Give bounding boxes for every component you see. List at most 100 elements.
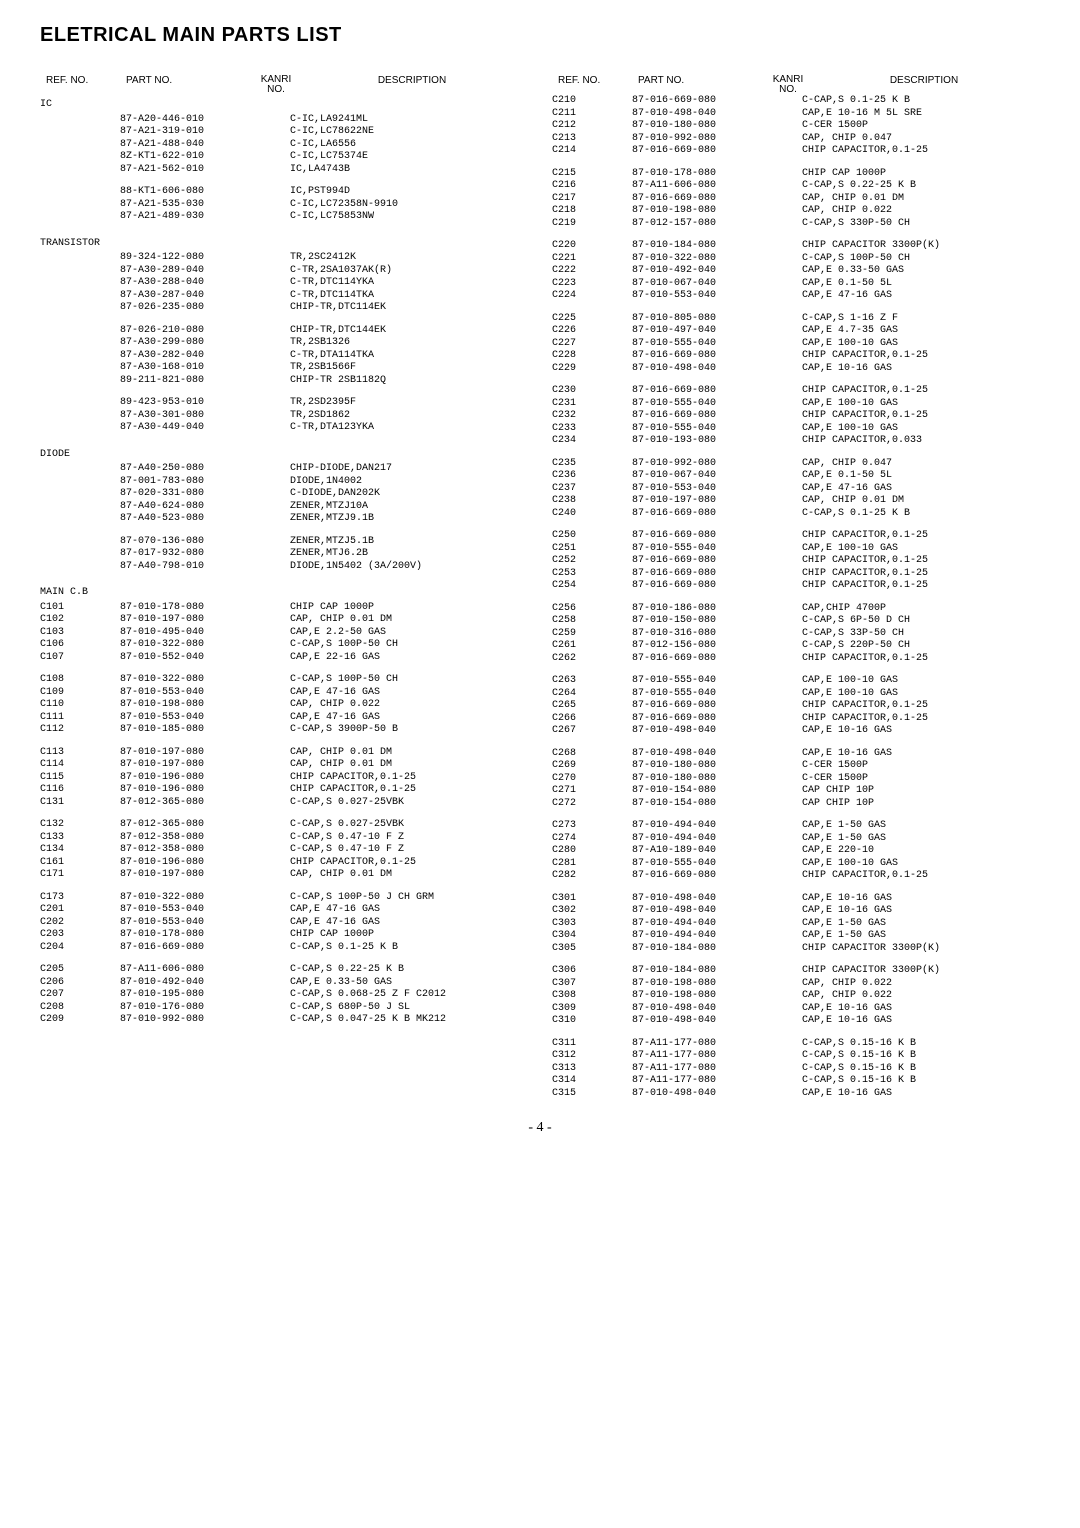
cell-kanri: [762, 773, 802, 786]
table-row: C10887-010-322-080C-CAP,S 100P-50 CH: [40, 674, 528, 687]
hdr-kanri: KANRINO.: [768, 75, 808, 95]
table-row: C13287-012-365-080C-CAP,S 0.027-25VBK: [40, 819, 528, 832]
cell-kanri: [762, 905, 802, 918]
cell-desc: CAP,E 100-10 GAS: [802, 543, 1040, 556]
cell-ref: C233: [552, 423, 632, 436]
cell-kanri: [250, 602, 290, 615]
cell-ref: [40, 151, 120, 164]
table-row: C28287-016-669-080CHIP CAPACITOR,0.1-25: [552, 870, 1040, 883]
cell-desc: C-CAP,S 3900P-50 B: [290, 724, 528, 737]
cell-part: 87-010-197-080: [120, 869, 250, 882]
cell-kanri: [250, 784, 290, 797]
cell-ref: C205: [40, 964, 120, 977]
cell-ref: C253: [552, 568, 632, 581]
cell-kanri: [250, 302, 290, 315]
cell-part: 87-016-669-080: [632, 568, 762, 581]
cell-part: 87-010-555-040: [632, 423, 762, 436]
cell-kanri: [250, 1002, 290, 1015]
cell-kanri: [762, 555, 802, 568]
table-row: C24087-016-669-080C-CAP,S 0.1-25 K B: [552, 508, 1040, 521]
cell-kanri: [250, 513, 290, 526]
cell-desc: CHIP CAPACITOR,0.1-25: [802, 713, 1040, 726]
table-row: C22187-010-322-080C-CAP,S 100P-50 CH: [552, 253, 1040, 266]
table-row: C11087-010-198-080CAP, CHIP 0.022: [40, 699, 528, 712]
cell-kanri: [762, 1003, 802, 1016]
hdr-desc: DESCRIPTION: [808, 75, 1040, 95]
table-row: C31087-010-498-040CAP,E 10-16 GAS: [552, 1015, 1040, 1028]
cell-part: 87-010-992-080: [120, 1014, 250, 1027]
cell-desc: CAP,E 10-16 GAS: [802, 1015, 1040, 1028]
cell-kanri: [250, 687, 290, 700]
cell-desc: CAP, CHIP 0.01 DM: [290, 759, 528, 772]
cell-ref: C112: [40, 724, 120, 737]
table-row: C13187-012-365-080C-CAP,S 0.027-25VBK: [40, 797, 528, 810]
cell-ref: C267: [552, 725, 632, 738]
cell-kanri: [250, 832, 290, 845]
cell-ref: C215: [552, 168, 632, 181]
cell-ref: [40, 375, 120, 388]
cell-kanri: [762, 240, 802, 253]
cell-kanri: [762, 495, 802, 508]
cell-desc: CHIP CAPACITOR,0.1-25: [802, 410, 1040, 423]
cell-ref: C301: [552, 893, 632, 906]
cell-ref: C115: [40, 772, 120, 785]
cell-kanri: [762, 675, 802, 688]
table-row: C27287-010-154-080CAP CHIP 10P: [552, 798, 1040, 811]
cell-desc: C-IC,LC78622NE: [290, 126, 528, 139]
cell-desc: C-CAP,S 0.1-25 K B: [802, 508, 1040, 521]
cell-part: 87-010-498-040: [632, 1003, 762, 1016]
cell-desc: C-CAP,S 0.22-25 K B: [802, 180, 1040, 193]
cell-ref: [40, 397, 120, 410]
cell-ref: C114: [40, 759, 120, 772]
table-row: C20687-010-492-040CAP,E 0.33-50 GAS: [40, 977, 528, 990]
cell-ref: C102: [40, 614, 120, 627]
cell-kanri: [250, 614, 290, 627]
cell-ref: [40, 302, 120, 315]
cell-desc: CHIP-TR,DTC114EK: [290, 302, 528, 315]
table-row: 87-A30-282-040C-TR,DTA114TKA: [40, 350, 528, 363]
table-row: C26987-010-180-080C-CER 1500P: [552, 760, 1040, 773]
table-row: C27487-010-494-040CAP,E 1-50 GAS: [552, 833, 1040, 846]
table-row: C26587-016-669-080CHIP CAPACITOR,0.1-25: [552, 700, 1040, 713]
table-row: C30987-010-498-040CAP,E 10-16 GAS: [552, 1003, 1040, 1016]
table-row: C11587-010-196-080CHIP CAPACITOR,0.1-25: [40, 772, 528, 785]
cell-part: 87-070-136-080: [120, 536, 250, 549]
cell-kanri: [250, 488, 290, 501]
cell-desc: CAP,E 1-50 GAS: [802, 833, 1040, 846]
cell-desc: CHIP CAPACITOR,0.1-25: [802, 653, 1040, 666]
cell-desc: CAP,E 22-16 GAS: [290, 652, 528, 665]
cell-kanri: [250, 126, 290, 139]
cell-kanri: [762, 965, 802, 978]
cell-part: 87-010-494-040: [632, 918, 762, 931]
cell-kanri: [762, 918, 802, 931]
cell-part: 87-A21-488-040: [120, 139, 250, 152]
cell-kanri: [762, 798, 802, 811]
cell-part: 87-010-193-080: [632, 435, 762, 448]
cell-desc: C-CAP,S 33P-50 CH: [802, 628, 1040, 641]
table-row: 87-A30-301-080TR,2SD1862: [40, 410, 528, 423]
cell-part: 87-010-498-040: [632, 363, 762, 376]
cell-desc: CAP,E 10-16 GAS: [802, 748, 1040, 761]
cell-kanri: [762, 1050, 802, 1063]
cell-kanri: [250, 410, 290, 423]
cell-kanri: [762, 363, 802, 376]
cell-part: 87-010-067-040: [632, 470, 762, 483]
cell-part: 87-010-176-080: [120, 1002, 250, 1015]
cell-ref: C281: [552, 858, 632, 871]
cell-desc: C-CAP,S 0.1-25 K B: [802, 95, 1040, 108]
cell-kanri: [762, 858, 802, 871]
table-row: C30187-010-498-040CAP,E 10-16 GAS: [552, 893, 1040, 906]
cell-desc: CHIP CAPACITOR 3300P(K): [802, 240, 1040, 253]
cell-desc: CAP, CHIP 0.01 DM: [290, 869, 528, 882]
table-row: 87-A30-287-040C-TR,DTC114TKA: [40, 290, 528, 303]
cell-part: 89-211-821-080: [120, 375, 250, 388]
table-row: C21087-016-669-080C-CAP,S 0.1-25 K B: [552, 95, 1040, 108]
cell-ref: [40, 463, 120, 476]
cell-desc: CHIP CAPACITOR,0.1-25: [802, 700, 1040, 713]
table-row: C31287-A11-177-080C-CAP,S 0.15-16 K B: [552, 1050, 1040, 1063]
table-row: 89-423-953-010TR,2SD2395F: [40, 397, 528, 410]
cell-kanri: [762, 870, 802, 883]
cell-kanri: [250, 772, 290, 785]
cell-part: 87-A40-798-010: [120, 561, 250, 574]
cell-part: 87-A40-250-080: [120, 463, 250, 476]
